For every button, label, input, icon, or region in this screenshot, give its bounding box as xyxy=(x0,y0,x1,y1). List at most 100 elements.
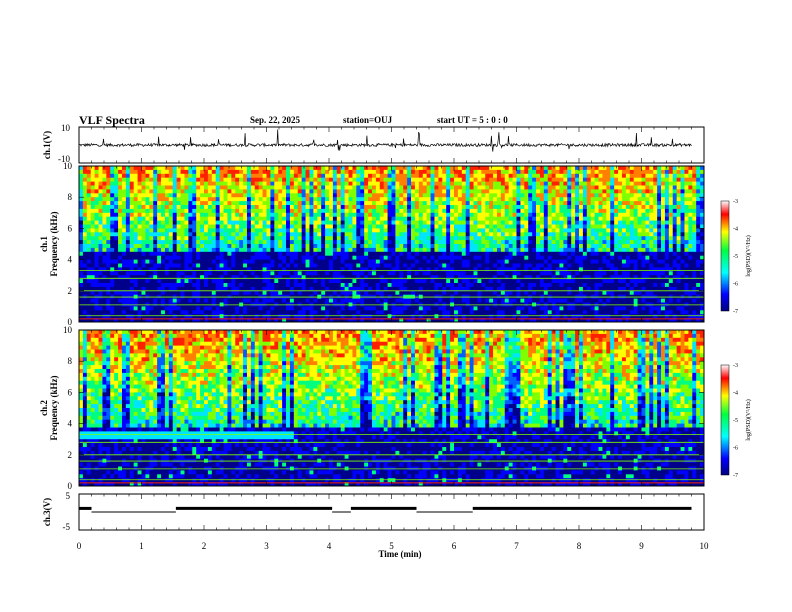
spectrogram-cell xyxy=(348,244,353,249)
spectrogram-cell xyxy=(270,286,275,292)
spectrogram-cell xyxy=(399,314,404,319)
spectrogram-cell xyxy=(204,216,209,221)
spectrogram-cell xyxy=(329,224,334,229)
spectrogram-cell xyxy=(94,177,99,182)
spectrogram-cell xyxy=(98,232,103,237)
spectrogram-cell xyxy=(235,306,240,311)
spectrogram-cell xyxy=(207,267,213,272)
spectrogram-cell xyxy=(559,166,564,171)
spectrogram-cell xyxy=(450,251,455,257)
spectrogram-cell xyxy=(82,255,88,260)
spectrogram-cell xyxy=(118,232,123,237)
spectrogram-cell xyxy=(489,236,494,241)
spectrogram-cell xyxy=(403,255,408,260)
spectrogram-cell xyxy=(450,212,455,218)
spectrogram-cell xyxy=(145,201,150,206)
spectrogram-cell xyxy=(172,310,178,315)
spectrogram-cell xyxy=(465,271,471,276)
spectrogram-cell xyxy=(434,283,439,288)
spectrogram-cell xyxy=(395,255,400,260)
spectrogram-cell xyxy=(493,201,498,206)
spectrogram-cell xyxy=(227,314,232,319)
spectrogram-cell xyxy=(305,310,310,315)
spectrogram-cell xyxy=(496,177,502,182)
spectrogram-cell xyxy=(215,247,221,253)
spectrogram-cell xyxy=(387,177,392,182)
spectrogram-cell xyxy=(184,201,189,206)
spectrogram-cell xyxy=(118,306,123,311)
spectrogram-cell xyxy=(563,173,568,179)
spectrogram-cell xyxy=(129,216,135,221)
spectrogram-cell xyxy=(125,247,131,253)
spectrogram-cell xyxy=(493,236,498,241)
spectrogram-cell xyxy=(395,247,400,253)
spectrogram-cell xyxy=(157,236,162,241)
spectrogram-cell xyxy=(403,290,408,296)
spectrogram-cell xyxy=(403,298,408,303)
spectrogram-cell xyxy=(121,244,127,249)
spectrogram-cell xyxy=(278,177,283,182)
spectrogram-cell xyxy=(426,224,431,229)
spectrogram-cell xyxy=(204,173,209,179)
spectrogram-cell xyxy=(332,314,338,319)
spectrogram-cell xyxy=(176,181,181,186)
spectrogram-cell xyxy=(536,310,541,315)
spectrogram-cell xyxy=(231,310,236,315)
spectrogram-cell xyxy=(90,212,96,218)
spectrogram-cell xyxy=(469,286,474,292)
spectrogram-cell xyxy=(520,267,525,272)
spectrogram-cell xyxy=(309,244,314,249)
spectrogram-cell xyxy=(289,232,295,237)
spectrogram-cell xyxy=(457,279,463,284)
spectrogram-cell xyxy=(446,267,451,272)
spectrogram-cell xyxy=(200,318,205,323)
spectrogram-cell xyxy=(243,298,248,303)
spectrogram-cell xyxy=(504,166,510,171)
spectrogram-cell xyxy=(157,259,162,264)
spectrogram-cell xyxy=(266,224,271,229)
spectrogram-cell xyxy=(512,310,517,315)
spectrogram-cell xyxy=(133,197,138,202)
spectrogram-cell xyxy=(266,306,271,311)
spectrogram-cell xyxy=(141,255,146,260)
title-start-time: start UT = 5 : 0 : 0 xyxy=(437,115,508,125)
spectrogram-cell xyxy=(516,314,521,319)
spectrogram-cell xyxy=(348,166,353,171)
spectrogram-cell xyxy=(227,205,232,210)
spectrogram-cell xyxy=(395,290,400,296)
spectrogram-cell xyxy=(106,173,111,179)
spectrogram-cell xyxy=(243,232,248,237)
spectrogram-cell xyxy=(235,232,240,237)
spectrogram-cell xyxy=(266,220,271,225)
spectrogram-cell xyxy=(227,185,232,190)
spectrogram-cell xyxy=(539,286,545,292)
spectrogram-cell xyxy=(176,220,181,225)
spectrogram-cell xyxy=(395,166,400,171)
spectrogram-cell xyxy=(485,263,490,268)
spectrogram-cell xyxy=(145,283,150,288)
spectrogram-cell xyxy=(184,232,189,237)
spectrogram-cell xyxy=(313,255,318,260)
spectrogram-cell xyxy=(114,189,119,194)
spectrogram-cell xyxy=(149,216,154,221)
spectrogram-cell xyxy=(110,232,115,237)
spectrogram-cell xyxy=(352,271,357,276)
spectrogram-cell xyxy=(79,232,84,237)
spectrogram-cell xyxy=(86,181,92,186)
spectrogram-cell xyxy=(399,263,404,268)
spectrogram-cell xyxy=(180,279,185,284)
spectrogram-cell xyxy=(239,251,244,257)
spectrogram-cell xyxy=(360,189,365,194)
spectrogram-cell xyxy=(110,314,115,319)
spectrogram-cell xyxy=(547,259,553,264)
spectrogram-cell xyxy=(79,318,84,323)
spectrogram-cell xyxy=(293,228,299,233)
spectrogram-cell xyxy=(235,205,240,210)
spectrogram-cell xyxy=(301,197,306,202)
spectrogram-cell xyxy=(235,166,240,171)
spectrogram-cell xyxy=(379,306,385,311)
spectrogram-cell xyxy=(168,181,174,186)
spectrogram-cell xyxy=(137,236,142,241)
spectrogram-cell xyxy=(219,298,224,303)
